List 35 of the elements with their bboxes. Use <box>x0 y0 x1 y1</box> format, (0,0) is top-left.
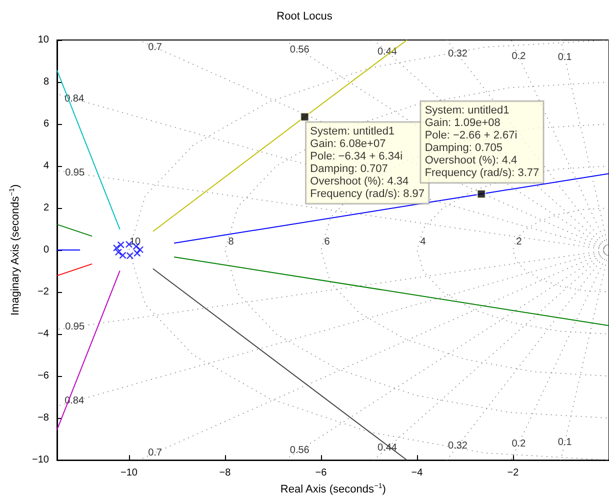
data-label: System: untitled1 Gain: 6.08e+07 Pole: −6.34 + 6.34i Damping: 0.707 Overshoot (%): 4.34 Frequency (rad/s): 8.97 <box>310 126 425 200</box>
y-tick-label: 10 <box>38 34 50 46</box>
y-tick-label: 6 <box>43 118 50 130</box>
series-label: 4 <box>420 236 426 248</box>
series-label: 0.56 <box>290 44 310 56</box>
series-label: 6 <box>324 236 330 248</box>
series-label: 0.95 <box>65 168 85 179</box>
series-label: 0.7 <box>148 447 162 458</box>
series-label: 0.1 <box>558 52 572 64</box>
y-tick-label: 2 <box>43 202 50 214</box>
series-label: 0.56 <box>290 444 310 456</box>
y-tick-label: −8 <box>38 412 50 424</box>
series-label: 2 <box>516 236 522 248</box>
series-label: 0.32 <box>448 48 468 60</box>
x-tick-label: −10 <box>120 468 138 479</box>
series-label: 8 <box>228 236 234 248</box>
series-label: 0.2 <box>512 438 526 450</box>
series-label: 0.2 <box>512 50 526 62</box>
y-tick-label: −4 <box>38 328 50 340</box>
chart-title: Root Locus <box>276 10 333 22</box>
y-tick-label: −10 <box>32 454 50 466</box>
y-tick-label: 4 <box>43 160 50 172</box>
series-label: 0.32 <box>448 440 468 452</box>
x-tick-label: −2 <box>507 468 520 479</box>
x-tick-label: −8 <box>219 468 232 479</box>
x-tick-label: −4 <box>411 468 424 479</box>
series-label: 0.7 <box>148 42 162 53</box>
y-tick-label: 8 <box>43 76 50 88</box>
y-tick-label: −2 <box>38 286 50 298</box>
y-tick-label: 0 <box>43 244 50 256</box>
series-label: 0.1 <box>558 437 572 448</box>
data-label: System: untitled1 Gain: 1.09e+08 Pole: −2.66 + 2.67i Damping: 0.705 Overshoot (%): 4.4 Frequency (rad/s): 3.77 <box>424 104 540 180</box>
series-label: 0.95 <box>65 321 85 332</box>
y-tick-label: −6 <box>38 370 50 382</box>
x-tick-label: −6 <box>315 468 328 479</box>
